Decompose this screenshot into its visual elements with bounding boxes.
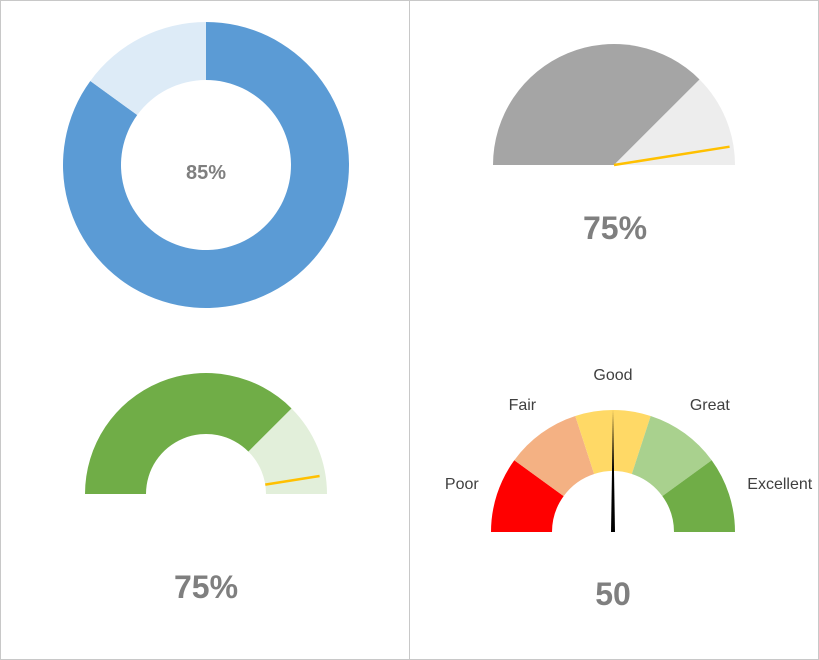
donut-chart-panel: 85% [0, 0, 410, 330]
half-pie-pointer [613, 145, 730, 167]
half-donut-gauge-panel: 75% [0, 329, 410, 660]
half-pie-segment-remainder [614, 79, 735, 165]
half-pie-gauge-panel: 75% [409, 0, 819, 330]
band-gauge-panel: Poor Fair Good Great Excellent 50 [409, 329, 819, 660]
half-pie-value-label: 75% [583, 210, 647, 246]
band-label-excellent: Excellent [747, 476, 812, 493]
donut-chart: 85% [62, 22, 349, 308]
half-donut-segment-remainder [248, 408, 327, 494]
half-donut-value-label: 75% [174, 569, 238, 605]
band-label-poor: Poor [445, 476, 479, 493]
band-gauge-value-label: 50 [595, 576, 631, 612]
donut-slice-value [62, 22, 349, 308]
band-label-great: Great [690, 397, 731, 414]
half-donut-pointer [265, 474, 320, 486]
half-pie-segment-value [493, 44, 700, 166]
donut-value-label: 85% [186, 162, 226, 184]
half-donut-segment-value [85, 373, 292, 494]
band-gauge: Poor Fair Good Great Excellent 50 [445, 367, 813, 612]
band-segment-poor [491, 460, 564, 532]
band-label-good: Good [593, 367, 632, 384]
half-pie-gauge: 75% [493, 44, 735, 246]
band-label-fair: Fair [509, 397, 537, 414]
donut-slice-remainder [90, 22, 206, 116]
band-segment-great [631, 415, 712, 497]
half-donut-gauge: 75% [85, 373, 327, 605]
band-segment-fair [514, 415, 595, 497]
band-segment-excellent [662, 460, 735, 532]
band-gauge-needle [611, 410, 615, 532]
